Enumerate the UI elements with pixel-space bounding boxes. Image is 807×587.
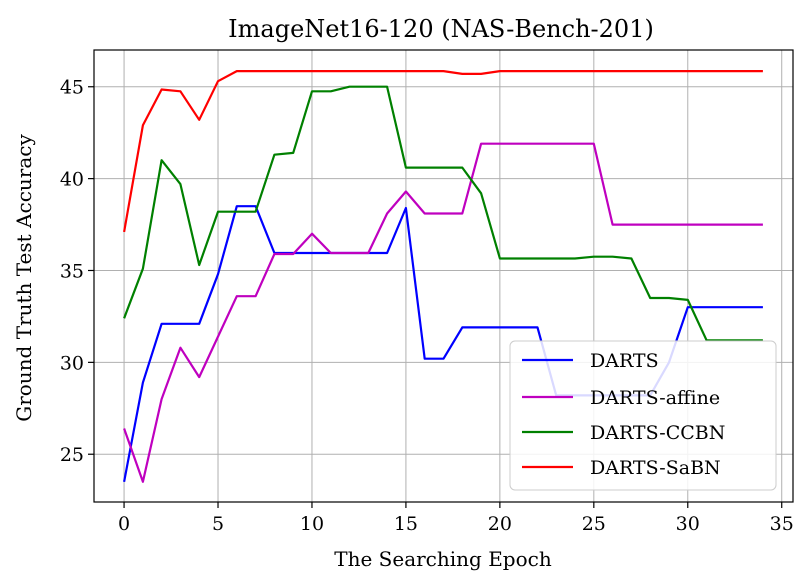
series-line-darts-sabn: [123, 69, 763, 233]
y-tick-label: 40: [60, 169, 84, 191]
legend-box: [509, 340, 777, 491]
x-tick-label: 15: [394, 513, 418, 535]
y-tick-label: 35: [60, 260, 84, 282]
chart-title: ImageNet16-120 (NAS-Bench-201): [228, 15, 654, 43]
plot-area-frame: [93, 49, 794, 503]
y-tick-label: 25: [60, 444, 84, 466]
x-axis-title: The Searching Epoch: [334, 547, 552, 571]
x-tick-label: 35: [770, 513, 794, 535]
x-tick-label: 30: [676, 513, 700, 535]
series-line-darts-ccbn: [123, 85, 763, 342]
y-axis-title: Ground Truth Test Accuracy: [12, 134, 36, 422]
series-line-darts-affine: [123, 142, 763, 483]
y-tick-label: 45: [60, 77, 84, 99]
x-tick-label: 10: [300, 513, 324, 535]
x-tick-label: 25: [582, 513, 606, 535]
legend-label-darts-ccbn: DARTS-CCBN: [590, 422, 725, 444]
legend: DARTS DARTS-affine DARTS-CCBN DARTS-SaBN: [509, 340, 777, 491]
legend-label-darts-sabn: DARTS-SaBN: [590, 457, 721, 479]
x-tick-label: 0: [118, 513, 130, 535]
axis-ticks: 0 5 10 15 20 25 30 35 25 30 35 40 45: [60, 77, 794, 535]
x-tick-label: 20: [488, 513, 512, 535]
y-tick-label: 30: [60, 352, 84, 374]
legend-label-darts: DARTS: [590, 350, 659, 372]
legend-label-darts-affine: DARTS-affine: [590, 387, 720, 409]
x-tick-label: 5: [212, 513, 224, 535]
